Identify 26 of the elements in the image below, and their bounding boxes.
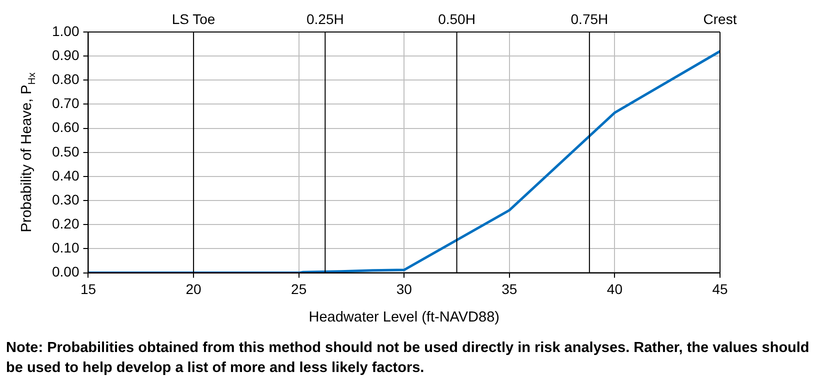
y-tick-label: 0.10 bbox=[52, 240, 80, 256]
y-axis-title: Probability of Heave, PHx bbox=[19, 72, 38, 232]
x-tick-label: 45 bbox=[712, 281, 728, 298]
y-tick-label: 0.40 bbox=[52, 167, 80, 184]
y-tick-label: 0.00 bbox=[52, 264, 80, 280]
y-tick-label: 0.20 bbox=[52, 216, 80, 232]
y-tick-label: 0.50 bbox=[52, 143, 80, 160]
y-tick-label: 0.70 bbox=[52, 95, 80, 112]
y-tick-label: 0.30 bbox=[52, 191, 80, 208]
x-tick-label: 25 bbox=[291, 281, 307, 298]
x-tick-label: 35 bbox=[502, 281, 518, 298]
y-tick-label: 0.80 bbox=[52, 71, 80, 88]
ref-line-label: 0.25H bbox=[306, 10, 344, 27]
y-tick-label: 0.90 bbox=[52, 46, 80, 63]
ref-line-label: LS Toe bbox=[172, 10, 216, 27]
y-tick-label: 1.00 bbox=[52, 22, 80, 39]
text: Note: Probabilities obtained from this method should not be used directly in risk analyses. Rather, the values should be used to help develop a list of more and less likely factors. bbox=[6, 339, 810, 378]
y-tick-label: 0.60 bbox=[52, 119, 80, 136]
x-tick-label: 20 bbox=[186, 281, 202, 298]
ref-line-label: 0.50H bbox=[438, 10, 476, 27]
x-tick-label: 40 bbox=[606, 281, 623, 298]
ref-line-label: 0.75H bbox=[570, 10, 608, 27]
x-tick-label: 30 bbox=[396, 281, 412, 298]
x-tick-label: 15 bbox=[80, 281, 96, 298]
ref-line-label: Crest bbox=[703, 10, 737, 27]
x-axis-title: Headwater Level (ft-NAVD88) bbox=[308, 309, 500, 326]
